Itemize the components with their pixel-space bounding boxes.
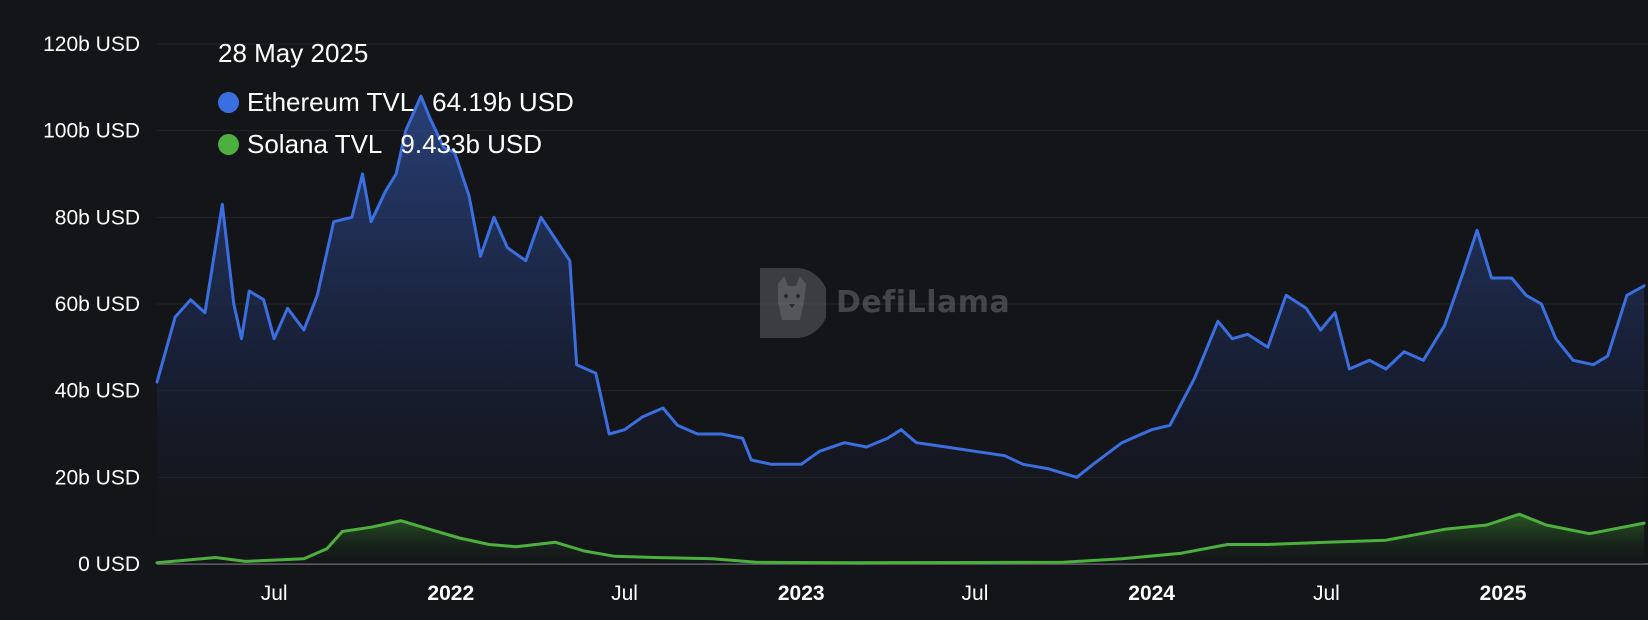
y-tick-label: 100b USD (43, 120, 140, 143)
tooltip-row-ethereum: Ethereum TVL 64.19b USD (218, 81, 574, 123)
series-area-1 (157, 514, 1645, 564)
x-tick-label: Jul (261, 582, 288, 605)
solana-dot-icon (218, 133, 239, 155)
y-tick-label: 120b USD (43, 33, 140, 56)
y-tick-label: 40b USD (55, 380, 140, 403)
y-tick-label: 20b USD (55, 466, 140, 489)
tooltip-series-label: Ethereum TVL (247, 86, 415, 117)
tooltip-row-solana: Solana TVL 9.433b USD (218, 123, 574, 165)
llama-logo-icon (760, 268, 826, 338)
series-area-0 (157, 96, 1645, 564)
tooltip-series-value: 64.19b USD (432, 86, 574, 117)
tooltip-series-value: 9.433b USD (400, 128, 543, 159)
x-tick-label: Jul (962, 582, 989, 605)
chart-tooltip: 28 May 2025 Ethereum TVL 64.19b USD Sola… (218, 38, 574, 165)
x-tick-label: 2022 (427, 582, 474, 605)
x-tick-label: Jul (611, 582, 638, 605)
tooltip-date: 28 May 2025 (218, 38, 369, 68)
series-line-1 (155, 512, 1646, 565)
x-tick-label: 2025 (1480, 582, 1527, 605)
series-lines (155, 94, 1646, 565)
x-axis: Jul 2022 Jul 2023 Jul 2024 Jul 2025 (261, 582, 1527, 605)
tooltip-series-label: Solana TVL (247, 128, 383, 159)
series-areas (157, 96, 1645, 564)
y-tick-label: 0 USD (78, 553, 140, 576)
ethereum-dot-icon (218, 91, 239, 113)
watermark-brand: DefiLlama (836, 284, 1011, 320)
defillama-watermark: DefiLlama (756, 262, 1010, 342)
y-tick-label: 80b USD (55, 206, 140, 229)
x-tick-label: 2024 (1128, 582, 1175, 605)
x-tick-label: Jul (1313, 582, 1340, 605)
x-tick-label: 2023 (778, 582, 825, 605)
y-tick-label: 60b USD (55, 293, 140, 316)
series-line-0 (155, 94, 1646, 479)
y-axis: 0 USD 20b USD 40b USD 60b USD 80b USD 100b US… (43, 33, 140, 576)
